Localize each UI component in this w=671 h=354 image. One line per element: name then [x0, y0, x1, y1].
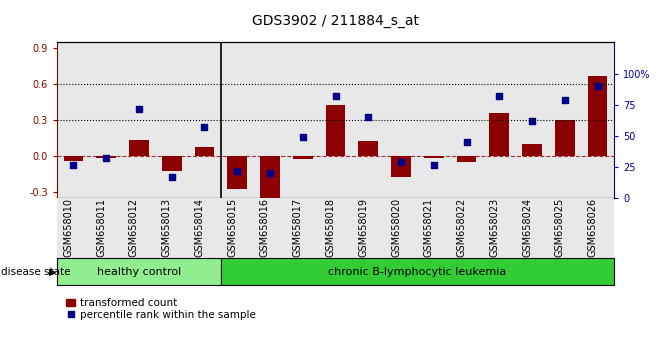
Bar — [221, 42, 254, 198]
Bar — [417, 42, 450, 198]
Bar — [221, 198, 254, 258]
Bar — [548, 198, 581, 258]
Bar — [581, 42, 614, 198]
Text: disease state: disease state — [1, 267, 71, 277]
Bar — [581, 198, 614, 258]
Point — [101, 155, 111, 161]
Text: GSM658014: GSM658014 — [195, 198, 205, 257]
Bar — [450, 42, 483, 198]
Text: chronic B-lymphocytic leukemia: chronic B-lymphocytic leukemia — [328, 267, 507, 277]
Bar — [57, 42, 90, 198]
Point — [494, 93, 505, 99]
Point — [363, 114, 374, 120]
Text: GSM658018: GSM658018 — [325, 198, 336, 257]
Bar — [483, 42, 516, 198]
Point — [461, 139, 472, 145]
Point — [232, 168, 243, 174]
Bar — [90, 198, 123, 258]
Text: GSM658011: GSM658011 — [96, 198, 106, 257]
Text: healthy control: healthy control — [97, 267, 181, 277]
Bar — [155, 198, 188, 258]
Bar — [325, 105, 346, 156]
Text: GSM658012: GSM658012 — [129, 198, 139, 257]
Point — [166, 174, 177, 180]
Text: GSM658026: GSM658026 — [588, 198, 598, 257]
Bar — [57, 258, 221, 285]
Bar — [352, 198, 384, 258]
Text: GSM658010: GSM658010 — [64, 198, 73, 257]
Text: ▶: ▶ — [49, 267, 56, 277]
Bar — [64, 156, 83, 161]
Bar — [162, 156, 182, 171]
Text: GDS3902 / 211884_s_at: GDS3902 / 211884_s_at — [252, 14, 419, 28]
Bar — [555, 120, 574, 156]
Text: GSM658017: GSM658017 — [293, 198, 303, 257]
Bar — [287, 42, 319, 198]
Text: GSM658025: GSM658025 — [555, 198, 565, 257]
Bar — [129, 139, 149, 156]
Text: GSM658021: GSM658021 — [424, 198, 433, 257]
Bar — [221, 258, 614, 285]
Point — [428, 162, 439, 167]
Bar — [384, 198, 417, 258]
Bar — [123, 198, 155, 258]
Point — [330, 93, 341, 99]
Bar — [319, 42, 352, 198]
Bar — [457, 156, 476, 162]
Bar — [489, 113, 509, 156]
Bar — [319, 198, 352, 258]
Legend: transformed count, percentile rank within the sample: transformed count, percentile rank withi… — [62, 294, 260, 324]
Bar — [195, 147, 214, 156]
Point — [527, 118, 537, 124]
Bar — [123, 42, 155, 198]
Point — [199, 124, 210, 130]
Point — [592, 83, 603, 89]
Bar — [227, 156, 247, 189]
Bar — [90, 42, 123, 198]
Bar — [516, 198, 548, 258]
Text: GSM658015: GSM658015 — [227, 198, 238, 257]
Point — [396, 159, 407, 165]
Bar — [483, 198, 516, 258]
Text: GSM658020: GSM658020 — [391, 198, 401, 257]
Text: GSM658024: GSM658024 — [522, 198, 532, 257]
Bar — [97, 156, 116, 158]
Bar — [188, 42, 221, 198]
Text: GSM658016: GSM658016 — [260, 198, 270, 257]
Bar — [254, 198, 287, 258]
Bar — [450, 198, 483, 258]
Bar — [293, 156, 313, 159]
Bar — [417, 198, 450, 258]
Bar — [391, 156, 411, 177]
Bar — [384, 42, 417, 198]
Bar — [254, 42, 287, 198]
Point — [264, 171, 275, 176]
Point — [560, 97, 570, 103]
Bar — [588, 76, 607, 156]
Bar — [352, 42, 384, 198]
Bar — [188, 198, 221, 258]
Text: GSM658013: GSM658013 — [162, 198, 172, 257]
Bar — [516, 42, 548, 198]
Text: GSM658019: GSM658019 — [358, 198, 368, 257]
Point — [297, 135, 308, 140]
Text: GSM658022: GSM658022 — [456, 198, 466, 257]
Bar — [548, 42, 581, 198]
Bar — [358, 141, 378, 156]
Bar — [57, 198, 90, 258]
Bar — [522, 144, 542, 156]
Text: GSM658023: GSM658023 — [489, 198, 499, 257]
Bar — [424, 156, 444, 158]
Bar — [155, 42, 188, 198]
Point — [134, 106, 144, 112]
Bar — [287, 198, 319, 258]
Bar — [260, 156, 280, 198]
Point — [68, 162, 79, 167]
